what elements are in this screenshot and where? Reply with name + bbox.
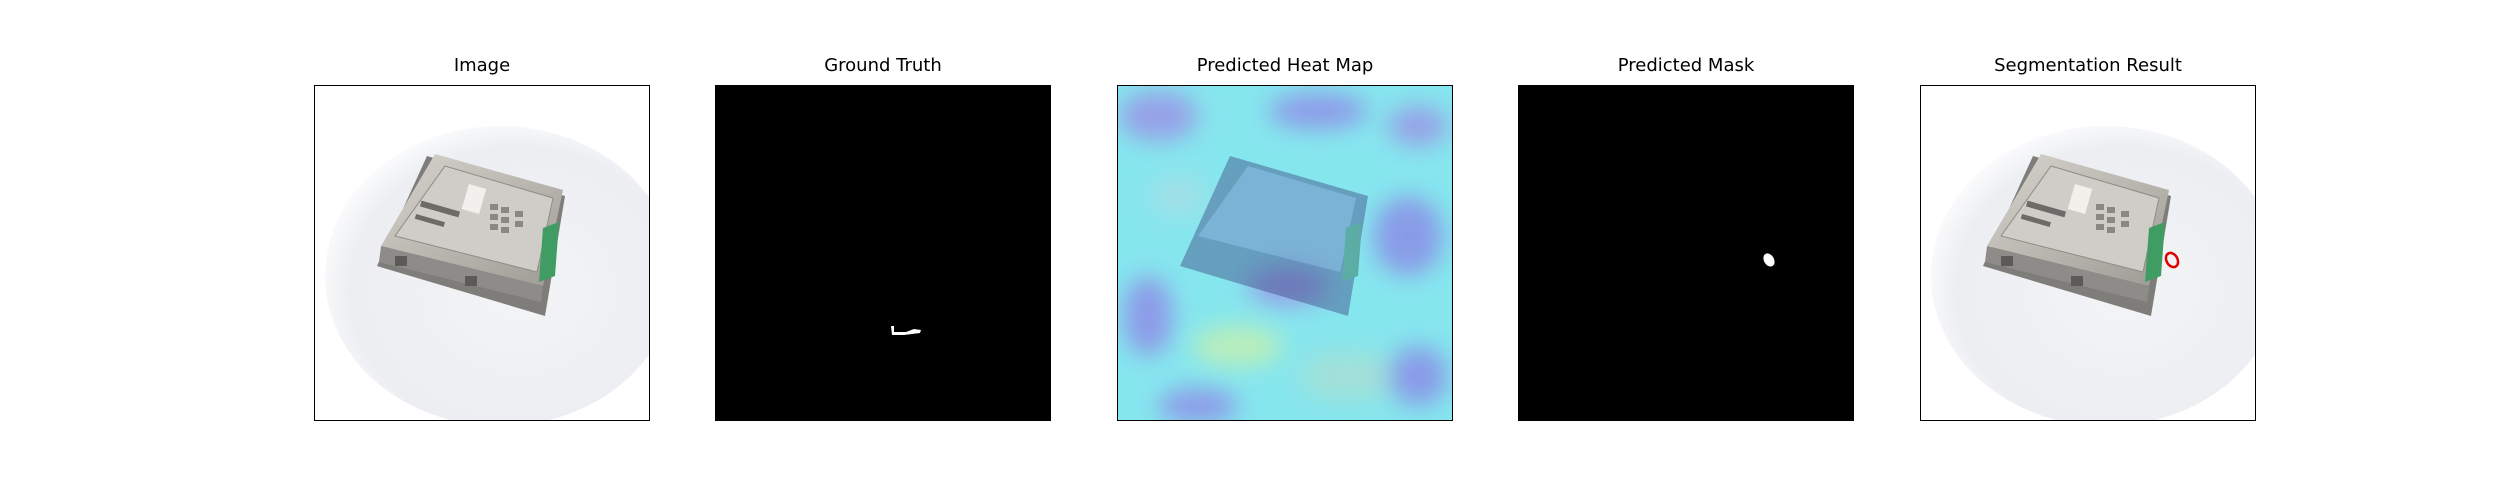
panel-title-image: Image [453, 55, 511, 76]
heat-map [1118, 86, 1452, 420]
segmentation-frame [1920, 85, 2256, 421]
panel-title-segmentation-result: Segmentation Result [1994, 55, 2182, 76]
heat-map-device-overlay [1180, 156, 1368, 316]
segmentation-overlay [1921, 86, 2255, 420]
panel-title-heat-map: Predicted Heat Map [1196, 55, 1374, 76]
predicted-mask [1519, 86, 1853, 420]
panel-title-ground-truth: Ground Truth [824, 55, 942, 76]
ground-truth-mask [716, 86, 1050, 420]
predicted-region [1763, 253, 1775, 267]
device-photo [315, 86, 649, 420]
panel-title-predicted-mask: Predicted Mask [1617, 55, 1755, 76]
device [1983, 154, 2171, 316]
segmentation-contour [2164, 251, 2180, 269]
heat-map-frame [1117, 85, 1453, 421]
device [377, 154, 565, 316]
image-frame [314, 85, 650, 421]
ground-truth-frame [715, 85, 1051, 421]
defect-region [891, 326, 921, 335]
predicted-mask-frame [1518, 85, 1854, 421]
